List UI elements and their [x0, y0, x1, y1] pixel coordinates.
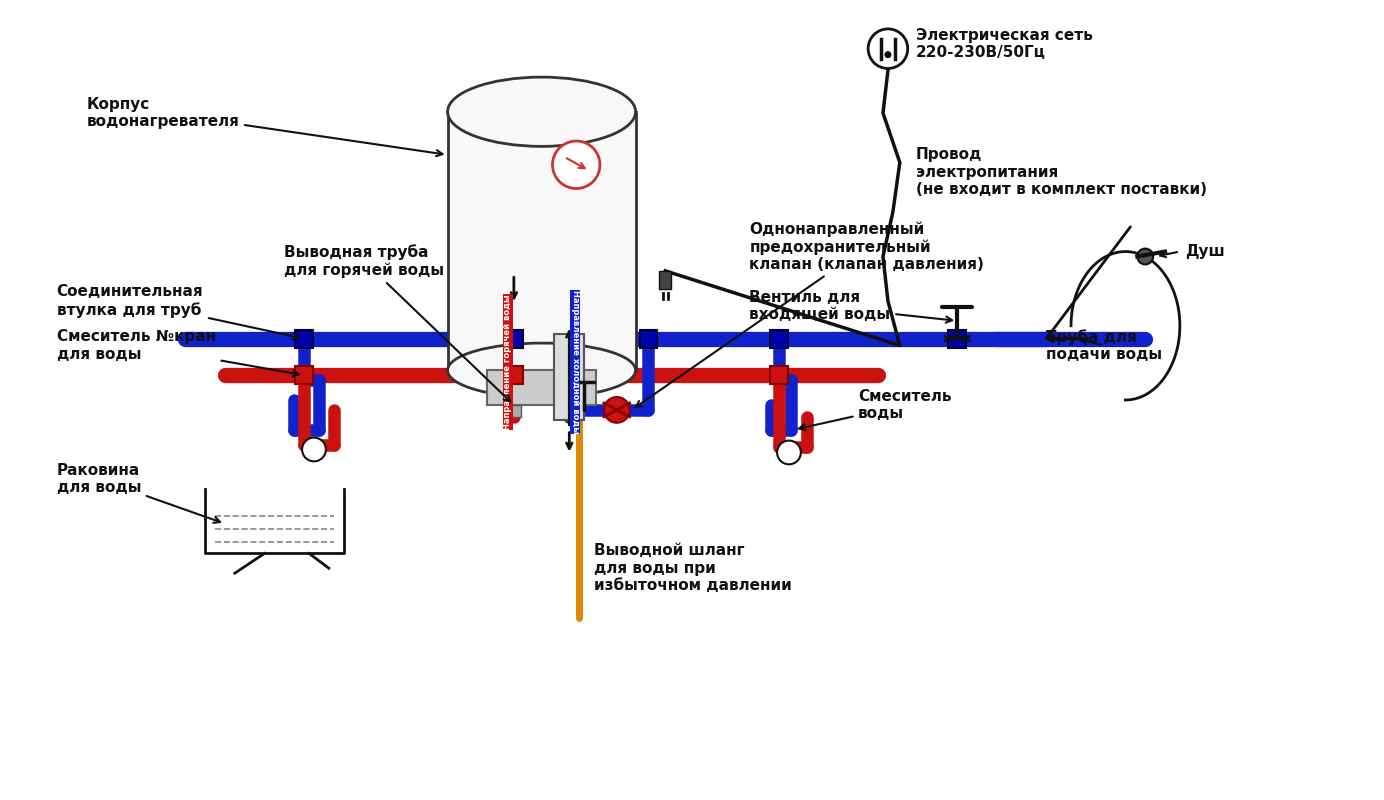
Circle shape: [868, 29, 908, 69]
Text: Провод
электропитания
(не входит в комплект поставки): Провод электропитания (не входит в компл…: [916, 147, 1207, 198]
Text: Корпус
водонагревателя: Корпус водонагревателя: [86, 97, 443, 156]
Circle shape: [886, 52, 890, 57]
Ellipse shape: [447, 343, 635, 398]
Bar: [770, 366, 787, 384]
Text: Душ: Душ: [1185, 244, 1225, 259]
Bar: [505, 366, 523, 384]
Text: Выводная труба
для горячей воды: Выводная труба для горячей воды: [284, 245, 511, 402]
Bar: [454, 113, 630, 370]
Circle shape: [776, 441, 801, 464]
Text: Направление холодной воды: Направление холодной воды: [570, 290, 580, 434]
Bar: [555, 334, 584, 420]
Bar: [295, 330, 313, 347]
Bar: [562, 405, 576, 417]
Text: Выводной шланг
для воды при
избыточном давлении: Выводной шланг для воды при избыточном д…: [594, 543, 792, 593]
Bar: [295, 366, 313, 384]
Text: Однонаправленный
предохранительный
клапан (клапан давления): Однонаправленный предохранительный клапа…: [635, 221, 984, 407]
Text: Раковина
для воды: Раковина для воды: [57, 463, 220, 523]
Bar: [639, 330, 657, 347]
Text: Электрическая сеть
220-230В/50Гц: Электрическая сеть 220-230В/50Гц: [916, 27, 1092, 60]
Circle shape: [552, 141, 601, 189]
Bar: [447, 112, 635, 370]
Bar: [507, 405, 520, 417]
Bar: [770, 330, 787, 347]
Bar: [487, 370, 597, 405]
Circle shape: [302, 438, 325, 462]
Text: Смеситель
воды: Смеситель воды: [799, 389, 952, 430]
Circle shape: [603, 397, 630, 422]
Text: Вентиль для
входящей воды: Вентиль для входящей воды: [749, 290, 952, 322]
Bar: [505, 330, 523, 347]
Bar: [948, 330, 966, 347]
Text: Смеситель №кран
для воды: Смеситель №кран для воды: [57, 330, 299, 376]
Text: Направление горячей воды: Направление горячей воды: [504, 294, 512, 430]
Text: Труба для
подачи воды: Труба для подачи воды: [1046, 329, 1163, 362]
Text: Соединительная
втулка для труб: Соединительная втулка для труб: [57, 285, 299, 339]
Circle shape: [1138, 249, 1153, 265]
Ellipse shape: [447, 77, 635, 146]
Bar: [659, 271, 671, 289]
